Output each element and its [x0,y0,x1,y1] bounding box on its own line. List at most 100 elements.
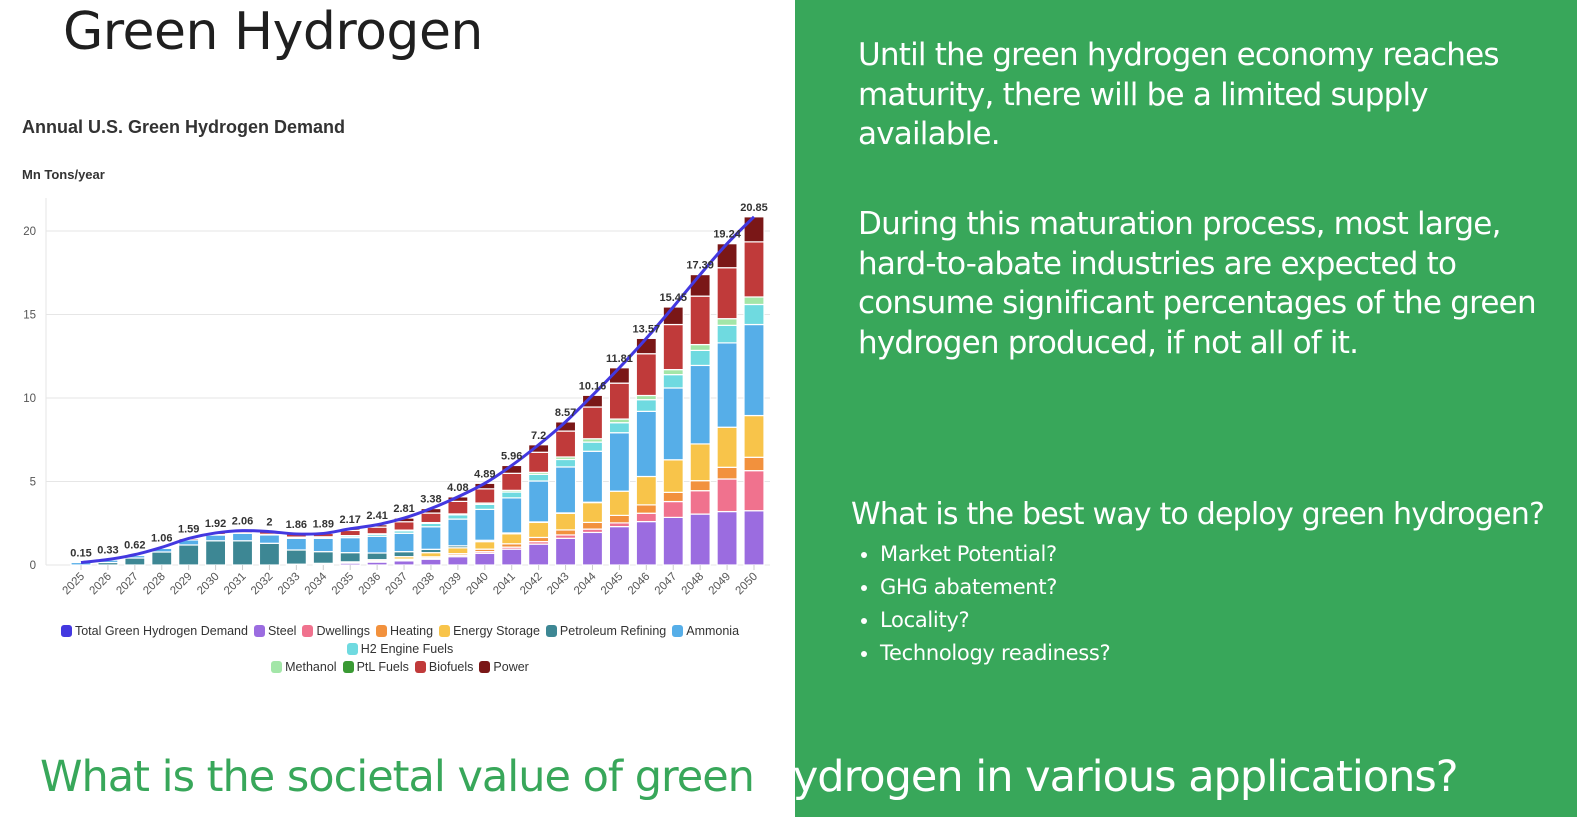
legend-swatch-icon [342,661,354,673]
bar-segment [716,478,738,513]
legend-label: Heating [389,624,434,638]
bar-segment [662,374,684,389]
paragraph-maturation: During this maturation process, most lar… [858,206,1537,361]
bar-segment [581,521,604,530]
legend-item[interactable]: Methanol [271,658,337,676]
bar-stack[interactable] [716,243,738,566]
bar-segment [205,540,227,566]
bar-segment [635,520,657,566]
bar-segment [366,526,388,535]
bar-stack[interactable] [393,517,415,566]
legend-swatch-icon [346,643,358,655]
bar-segment [501,533,523,545]
bar-segment [608,525,631,566]
bar-segment [743,510,765,566]
total-value-label: 3.38 [420,494,441,506]
bar-stack[interactable] [581,394,604,566]
bar-segment [151,551,173,566]
x-tick-label: 2029 [168,571,195,598]
bar-segment [635,410,657,478]
legend-item[interactable]: H2 Engine Fuels [346,640,453,658]
bar-segment [528,473,550,482]
bar-stack[interactable] [205,532,227,566]
bar-segment [743,323,765,417]
bar-segment [339,537,361,554]
legend-swatch-icon [302,625,314,637]
bar-segment [716,318,738,326]
legend-item[interactable]: Dwellings [302,622,370,640]
total-value-label: 1.06 [151,532,172,544]
bar-segment [393,551,415,558]
x-tick-label: 2046 [626,571,653,598]
bar-segment [608,432,631,492]
bar-segment [554,458,577,468]
bar-segment [474,508,496,541]
legend-label: Petroleum Refining [559,624,667,638]
deploy-question-heading: What is the best way to deploy green hyd… [851,497,1545,532]
bar-segment [285,549,307,565]
bar-segment [581,406,604,440]
bar-stack[interactable] [258,531,281,566]
bar-segment [635,399,657,412]
legend-swatch-icon [672,625,684,637]
legend-item[interactable]: Ammonia [672,622,739,640]
bar-segment [528,536,550,543]
legend-item[interactable]: Energy Storage [439,622,540,640]
bar-segment [554,466,577,514]
bar-stack[interactable] [689,273,711,566]
bar-segment [474,488,496,504]
chart-legend: Total Green Hydrogen Demand Steel Dwelling… [20,622,780,676]
legend-item[interactable]: Petroleum Refining [545,622,667,640]
legend-item[interactable]: PtL Fuels [342,658,409,676]
bar-stack[interactable] [447,496,469,566]
bar-stack[interactable] [743,216,765,566]
bar-segment [716,426,738,468]
bar-segment [447,556,469,566]
legend-item[interactable]: Steel [253,622,296,640]
bar-stack[interactable] [608,367,631,566]
total-demand-line [80,215,756,564]
bar-stack[interactable] [635,337,657,566]
bar-stack[interactable] [501,464,523,566]
bar-segment [662,387,684,461]
list-item: Technology readiness? [880,637,1111,670]
y-tick-label: 10 [23,393,36,405]
legend-item[interactable]: Power [479,658,529,676]
bar-stack[interactable] [420,507,442,566]
bar-stack[interactable] [312,532,334,566]
legend-swatch-icon [375,625,387,637]
bar-stack[interactable] [178,537,200,566]
bar-stack[interactable] [474,482,496,566]
bar-segment [689,513,711,566]
total-value-label: 2.81 [393,503,414,515]
chart-panel: Green Hydrogen Annual U.S. Green Hydroge… [20,2,780,676]
bar-segment [635,512,657,523]
bar-segment [716,324,738,344]
bar-segment [662,369,684,376]
bar-stack[interactable] [339,528,361,566]
legend-item[interactable]: Heating [375,622,434,640]
bar-stack[interactable] [528,444,550,566]
bar-segment [474,503,496,510]
bar-segment [366,552,388,561]
bar-segment [635,394,657,401]
list-item: Market Potential? [880,538,1110,571]
legend-label: Ammonia [686,624,740,638]
legend-item[interactable]: Total Green Hydrogen Demand [60,622,248,640]
bar-segment [608,514,631,524]
bar-segment [743,414,765,458]
bar-stack[interactable] [662,306,684,566]
total-value-label: 0.15 [70,547,91,559]
x-tick-label: 2049 [707,571,734,598]
bar-stack[interactable] [231,529,254,566]
bar-stack[interactable] [554,421,577,566]
bar-stack[interactable] [151,546,173,566]
bar-stack[interactable] [285,533,307,566]
legend-item[interactable]: Biofuels [414,658,473,676]
bar-segment [608,382,631,420]
bar-segment [716,342,738,428]
bar-segment [554,537,577,566]
bar-stack[interactable] [366,524,388,566]
bar-segment [581,441,604,452]
total-value-label: 1.59 [178,523,199,535]
